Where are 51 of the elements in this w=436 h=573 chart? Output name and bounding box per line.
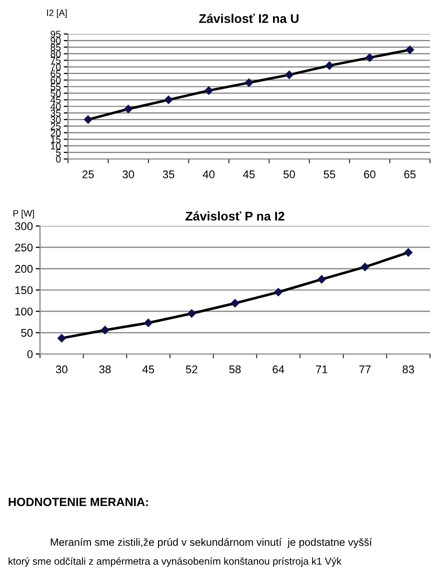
y-tick-label: 35 (50, 110, 61, 117)
x-tick-label: 77 (359, 366, 371, 374)
x-tick-label: 45 (243, 170, 255, 178)
x-tick-label: 35 (162, 170, 174, 178)
y-tick-label: 60 (50, 76, 61, 84)
x-tick-label: 83 (402, 365, 414, 374)
y-tick-label: 75 (50, 57, 61, 64)
x-tick-label: 52 (186, 365, 198, 374)
y-tick-label: 65 (50, 70, 61, 78)
x-tick-label: 38 (99, 365, 111, 374)
x-tick-label: 71 (316, 366, 328, 374)
y-tick-label: 30 (50, 116, 61, 124)
y-tick-label: 150 (15, 286, 33, 294)
x-tick-label: 65 (404, 170, 416, 178)
chart-title: Závislosť P na I2 (186, 211, 284, 221)
y-tick-label: 50 (21, 328, 33, 337)
chart-title: Závislosť I2 na U (199, 14, 298, 24)
text: ktorý sme odčítali z ampérmetra a vynásobením konštanou prístroja k1 Výk (8, 557, 342, 567)
text: HODNOTENIE MERANIA: (8, 498, 148, 506)
text: Meraním sme zistili,že prúd v sekundárnom vinutí je podstatne vyšší (50, 538, 372, 548)
y-tick-label: 70 (50, 64, 61, 71)
y-tick-label: 40 (50, 103, 61, 110)
x-tick-label: 45 (142, 366, 154, 374)
x-tick-label: 25 (82, 170, 94, 178)
y-tick-label: 90 (50, 37, 61, 44)
y-tick-label: 20 (50, 129, 61, 136)
x-tick-label: 40 (202, 170, 215, 178)
y-tick-label: 100 (15, 308, 33, 316)
y-tick-label: 5 (56, 149, 61, 156)
y-tick-label: 45 (50, 96, 61, 104)
x-tick-label: 50 (283, 170, 295, 178)
y-tick-label: 25 (50, 122, 61, 130)
x-tick-label: 30 (122, 170, 134, 178)
x-tick-label: 64 (272, 365, 284, 374)
y-tick-label: 0 (27, 350, 33, 358)
x-tick-label: 55 (324, 170, 336, 178)
x-tick-label: 60 (364, 170, 376, 178)
y-tick-label: 80 (50, 50, 61, 58)
y-tick-label: 200 (15, 264, 33, 273)
y-tick-label: 15 (50, 136, 61, 143)
y-tick-label: 95 (50, 30, 61, 38)
y-axis-title: I2 [A] (47, 9, 67, 18)
y-tick-label: 300 (14, 222, 33, 230)
y-tick-label: 50 (50, 90, 61, 97)
y-tick-label: 85 (50, 44, 61, 51)
y-axis-title: P [W] (13, 210, 34, 218)
y-tick-label: 55 (50, 83, 61, 90)
y-tick-label: 0 (56, 156, 61, 163)
y-tick-label: 10 (50, 142, 61, 150)
y-tick-label: 250 (15, 244, 33, 252)
x-tick-label: 58 (229, 365, 241, 374)
